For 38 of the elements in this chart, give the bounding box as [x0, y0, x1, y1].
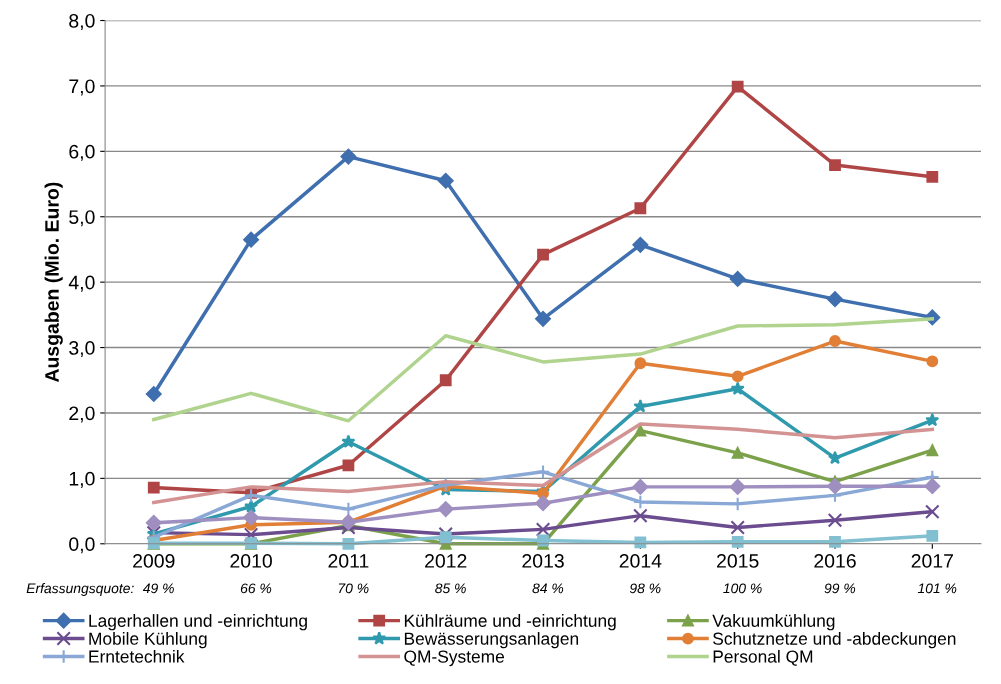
- y-axis-title: Ausgaben (Mio. Euro): [44, 182, 63, 383]
- text: Erfassungsquote:: [26, 583, 134, 596]
- y-tick-label: 4,0: [68, 275, 95, 292]
- text: 100 %: [723, 583, 762, 594]
- y-tick-label: 2,0: [69, 406, 95, 423]
- text: 98 %: [629, 583, 661, 594]
- text: 84 %: [532, 583, 564, 594]
- y-tick-label: 0,0: [69, 537, 95, 554]
- legend-label: QM-Systeme: [404, 650, 505, 667]
- legend-label: Erntetechnik: [89, 649, 185, 663]
- x-tick-label: 2015: [717, 554, 759, 568]
- y-tick-label: 8,0: [69, 13, 95, 31]
- legend-label: Vakuumkühlung: [712, 614, 835, 631]
- y-tick-label: 5,0: [69, 210, 95, 227]
- x-tick-label: 2009: [133, 554, 175, 568]
- legend-label: Kühlräume und -einrichtung: [404, 614, 616, 631]
- text: 85 %: [435, 583, 466, 594]
- legend-label: Bewässerungsanlagen: [404, 632, 579, 649]
- y-tick-label: 3,0: [69, 341, 95, 358]
- x-tick-label: 2012: [425, 554, 467, 568]
- y-tick-label: 6,0: [69, 144, 95, 161]
- x-tick-label: 2017: [911, 554, 953, 568]
- x-tick-label: 2013: [522, 554, 564, 568]
- legend-label: Personal QM: [713, 649, 813, 666]
- y-tick-label: 7,0: [69, 79, 95, 96]
- y-tick-label: 1,0: [69, 471, 95, 488]
- text: 99 %: [824, 583, 856, 594]
- x-tick-label: 2010: [230, 554, 272, 568]
- legend-label: Lagerhallen und -einrichtung: [89, 614, 307, 631]
- x-tick-label: 2016: [814, 554, 856, 568]
- text: 66 %: [240, 583, 272, 594]
- text: 101 %: [917, 583, 957, 594]
- legend-label: Schutznetze und -abdeckungen: [713, 632, 956, 649]
- x-tick-label: 2011: [328, 554, 369, 568]
- text: 70 %: [338, 583, 369, 594]
- legend-label: Mobile Kühlung: [89, 632, 207, 649]
- x-tick-label: 2014: [619, 554, 662, 568]
- text: 49 %: [142, 583, 174, 594]
